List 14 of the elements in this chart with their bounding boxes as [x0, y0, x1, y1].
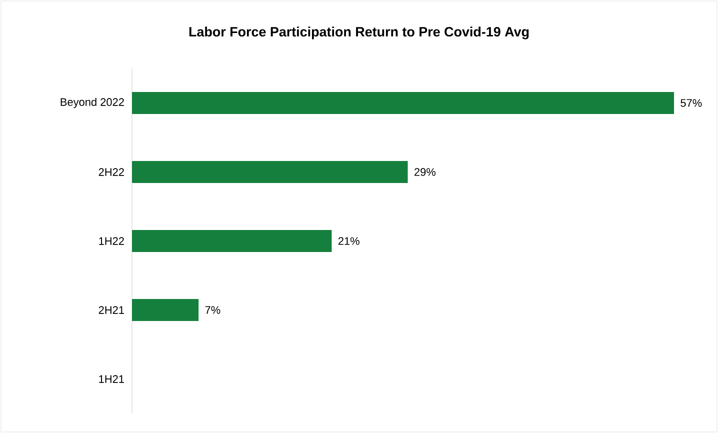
- bar: [132, 230, 332, 252]
- y-tick-label: 2H21: [98, 306, 124, 314]
- bar: [132, 298, 199, 321]
- bar: [132, 92, 674, 114]
- y-tick-label: 1H22: [99, 237, 124, 245]
- data-label: 7%: [205, 306, 220, 314]
- data-label: 21%: [338, 237, 360, 245]
- bar: [132, 160, 408, 183]
- y-tick-label: Beyond 2022: [60, 98, 124, 108]
- data-label: 57%: [680, 99, 702, 107]
- y-tick-label: 1H21: [99, 375, 124, 383]
- chart-title: Labor Force Participation Return to Pre Covid-19 Avg: [189, 26, 529, 40]
- y-tick-label: 2H22: [98, 168, 124, 176]
- data-label: 29%: [414, 168, 436, 176]
